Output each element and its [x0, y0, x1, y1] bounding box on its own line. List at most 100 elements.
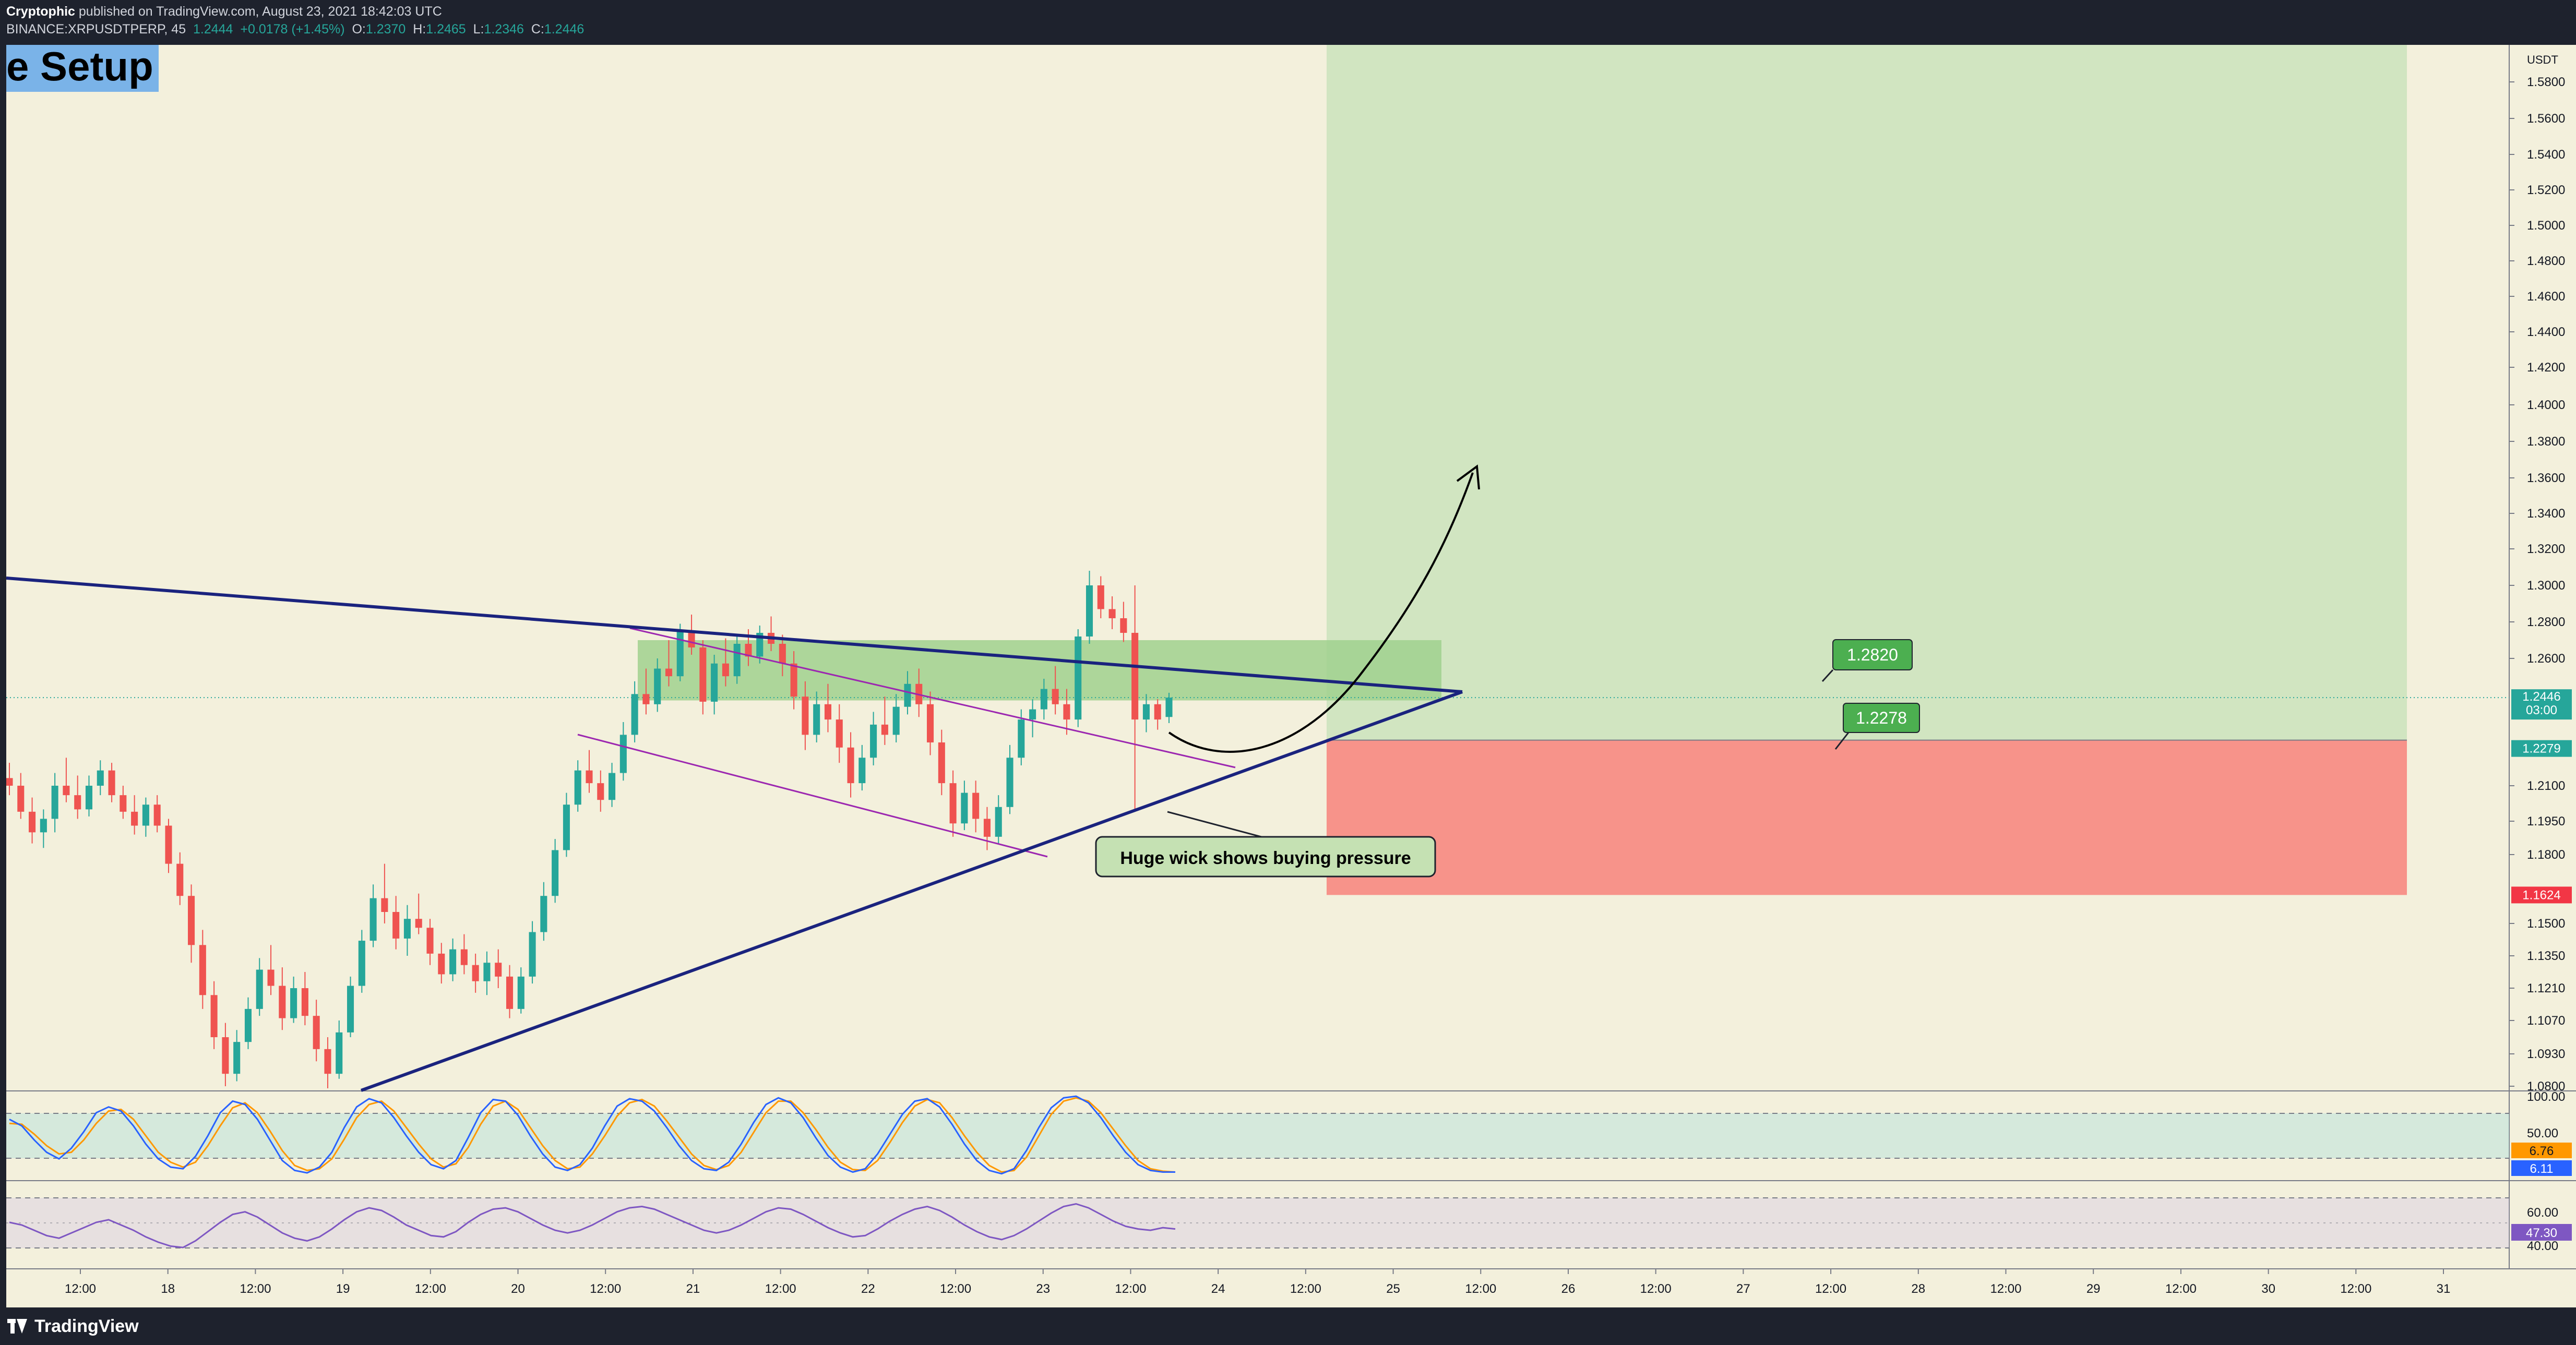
- candle-body[interactable]: [631, 694, 638, 735]
- candle-body[interactable]: [733, 644, 741, 677]
- candle-body[interactable]: [665, 668, 673, 677]
- candle-body[interactable]: [609, 773, 616, 800]
- candle-body[interactable]: [324, 1049, 331, 1074]
- candle-body[interactable]: [1006, 758, 1013, 807]
- candle-body[interactable]: [460, 949, 468, 965]
- candle-body[interactable]: [29, 811, 36, 833]
- candle-body[interactable]: [1018, 719, 1025, 758]
- candle-body[interactable]: [313, 1016, 320, 1049]
- candle-body[interactable]: [642, 694, 650, 704]
- candle-body[interactable]: [688, 631, 695, 648]
- candle-body[interactable]: [1052, 689, 1059, 704]
- candle-body[interactable]: [1029, 709, 1036, 720]
- candle-body[interactable]: [449, 949, 457, 975]
- candle-body[interactable]: [1165, 698, 1173, 717]
- candle-body[interactable]: [244, 1008, 252, 1042]
- resistance-zone[interactable]: [638, 640, 1441, 701]
- candle-body[interactable]: [301, 988, 308, 1016]
- candle-body[interactable]: [6, 778, 13, 786]
- candle-body[interactable]: [1120, 618, 1127, 633]
- candle-body[interactable]: [756, 633, 764, 657]
- candle-body[interactable]: [745, 644, 752, 657]
- candle-body[interactable]: [813, 704, 820, 735]
- candle-body[interactable]: [881, 724, 888, 735]
- candle-body[interactable]: [574, 770, 581, 805]
- candle-body[interactable]: [17, 786, 25, 812]
- candle-body[interactable]: [676, 631, 684, 677]
- candle-body[interactable]: [1097, 585, 1104, 609]
- candle-body[interactable]: [347, 986, 354, 1032]
- candle-body[interactable]: [131, 811, 138, 826]
- symbol-name[interactable]: BINANCE:XRPUSDTPERP, 45: [6, 22, 186, 37]
- projection-arrow[interactable]: [1168, 472, 1474, 753]
- candle-body[interactable]: [165, 825, 172, 864]
- price-chart[interactable]: Huge wick shows buying pressure 1.2820 1…: [6, 43, 2576, 1307]
- candle-body[interactable]: [233, 1042, 241, 1074]
- candle-body[interactable]: [619, 735, 627, 773]
- ascending-trendline[interactable]: [360, 690, 1463, 1092]
- candle-body[interactable]: [847, 747, 854, 784]
- chart-area[interactable]: Huge wick shows buying pressure 1.2820 1…: [6, 43, 2576, 1307]
- candle-body[interactable]: [358, 941, 365, 986]
- candle-body[interactable]: [108, 770, 115, 796]
- candle-body[interactable]: [961, 792, 968, 824]
- candle-body[interactable]: [529, 932, 536, 977]
- candle-body[interactable]: [711, 663, 718, 702]
- candle-body[interactable]: [336, 1032, 343, 1074]
- candle-body[interactable]: [392, 912, 400, 939]
- candle-body[interactable]: [1075, 637, 1082, 720]
- candle-body[interactable]: [222, 1037, 229, 1074]
- candle-body[interactable]: [949, 783, 957, 824]
- candle-body[interactable]: [210, 995, 218, 1037]
- wick-callout-box[interactable]: [1095, 836, 1436, 878]
- candle-body[interactable]: [597, 783, 604, 800]
- candle-body[interactable]: [495, 963, 502, 977]
- candle-body[interactable]: [438, 953, 445, 975]
- candle-body[interactable]: [904, 683, 911, 707]
- candle-body[interactable]: [1108, 609, 1116, 619]
- candle-body[interactable]: [926, 704, 934, 743]
- candle-body[interactable]: [40, 819, 47, 833]
- channel-lower-line[interactable]: [577, 734, 1048, 858]
- candle-body[interactable]: [722, 663, 729, 677]
- candle-body[interactable]: [369, 898, 377, 941]
- candle-body[interactable]: [279, 986, 286, 1018]
- candle-body[interactable]: [290, 988, 297, 1018]
- candle-body[interactable]: [1040, 689, 1047, 710]
- candle-body[interactable]: [892, 706, 900, 735]
- candle-body[interactable]: [51, 786, 58, 819]
- candle-body[interactable]: [870, 724, 877, 758]
- candle-body[interactable]: [552, 850, 559, 896]
- candle-body[interactable]: [176, 863, 184, 896]
- candle-body[interactable]: [381, 898, 388, 912]
- candle-body[interactable]: [472, 965, 479, 981]
- candle-body[interactable]: [403, 919, 411, 939]
- stop-loss-zone[interactable]: [1327, 740, 2407, 895]
- candle-body[interactable]: [699, 647, 707, 702]
- annotation-1282-box[interactable]: [1832, 639, 1913, 670]
- candle-body[interactable]: [63, 786, 70, 796]
- candle-body[interactable]: [74, 795, 81, 810]
- candle-body[interactable]: [824, 704, 832, 720]
- descending-trendline[interactable]: [6, 577, 1463, 693]
- candle-body[interactable]: [995, 807, 1002, 837]
- candle-body[interactable]: [563, 804, 570, 850]
- candle-body[interactable]: [256, 969, 263, 1009]
- candle-body[interactable]: [120, 795, 127, 812]
- candle-body[interactable]: [802, 696, 809, 735]
- candle-body[interactable]: [415, 919, 422, 928]
- candle-body[interactable]: [142, 804, 149, 826]
- candle-body[interactable]: [779, 644, 786, 664]
- tradingview-logo[interactable]: TradingView: [7, 1316, 139, 1336]
- publisher-name[interactable]: Cryptophic: [6, 4, 75, 19]
- candle-body[interactable]: [858, 758, 866, 784]
- channel-upper-line[interactable]: [629, 627, 1236, 768]
- candle-body[interactable]: [1142, 704, 1150, 720]
- annotation-12278-box[interactable]: [1843, 703, 1920, 733]
- candle-body[interactable]: [1131, 633, 1139, 720]
- candle-body[interactable]: [972, 792, 980, 819]
- candle-body[interactable]: [506, 976, 514, 1009]
- candle-body[interactable]: [983, 819, 991, 837]
- candle-body[interactable]: [199, 945, 206, 995]
- candle-body[interactable]: [1086, 585, 1093, 637]
